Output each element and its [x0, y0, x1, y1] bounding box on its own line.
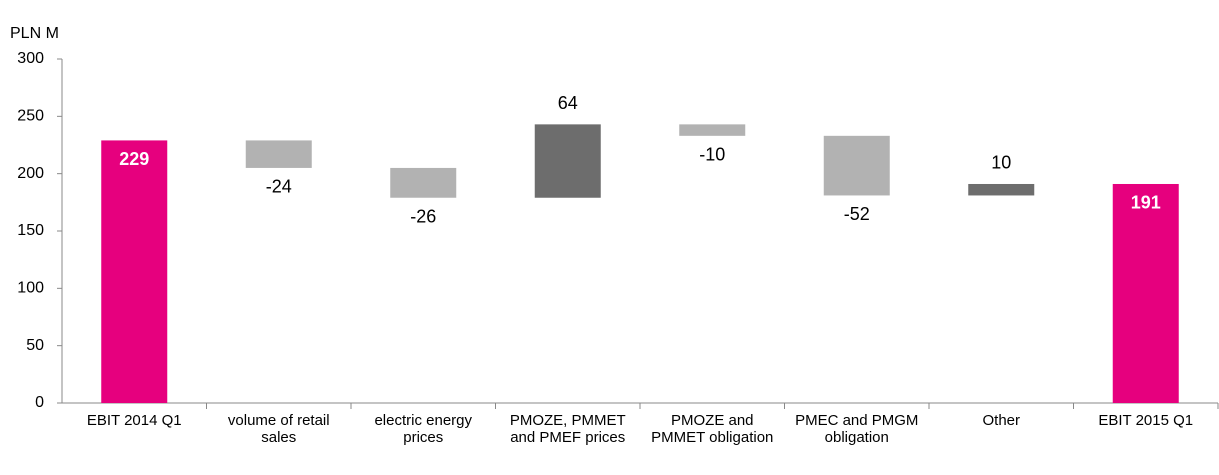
bar	[245, 140, 312, 168]
value-label: 10	[991, 153, 1011, 173]
bar	[101, 140, 168, 403]
y-tick-label: 300	[17, 50, 44, 67]
bar	[534, 124, 601, 198]
x-tick-label: EBIT 2015 Q1	[1098, 412, 1194, 429]
bar	[390, 167, 457, 198]
value-label: -52	[844, 204, 870, 224]
value-label: 191	[1131, 193, 1161, 213]
y-tick-label: 200	[17, 165, 44, 182]
bar	[823, 135, 890, 196]
y-tick-label: 150	[17, 222, 44, 239]
x-tick-label: PMEC and PMGM obligation	[795, 412, 919, 446]
x-tick-label: PMOZE and PMMET obligation	[651, 412, 774, 446]
y-tick-label: 0	[35, 394, 44, 411]
value-label: -24	[266, 177, 292, 197]
y-axis-label: PLN M	[10, 25, 59, 42]
bar	[1112, 183, 1179, 403]
y-tick-label: 250	[17, 108, 44, 125]
x-tick-label: Other	[982, 412, 1020, 429]
value-label: 229	[119, 149, 149, 169]
x-tick-label: EBIT 2014 Q1	[86, 412, 182, 429]
value-label: -26	[410, 206, 436, 226]
x-tick-label: volume of retail sales	[227, 412, 330, 446]
value-label: -10	[699, 145, 725, 165]
bar	[968, 183, 1035, 196]
value-label: 64	[558, 93, 578, 113]
y-tick-label: 100	[17, 280, 44, 297]
x-tick-label: electric energy prices	[374, 412, 473, 446]
y-tick-label: 50	[26, 337, 44, 354]
bar	[679, 124, 746, 136]
x-tick-label: PMOZE, PMMET and PMEF prices	[509, 412, 626, 446]
